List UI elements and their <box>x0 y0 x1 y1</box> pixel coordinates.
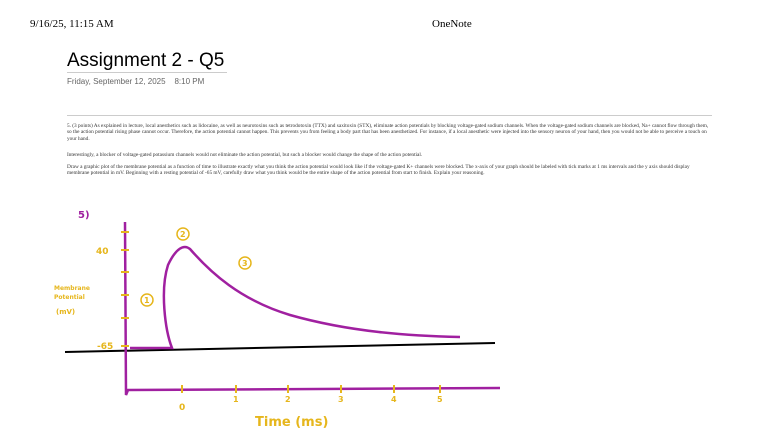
time: 8:10 PM <box>174 77 205 86</box>
paragraph: Draw a graphic plot of the membrane pote… <box>67 164 690 177</box>
tick-strokes <box>121 231 441 393</box>
paragraph: 5. (3 points) As explained in lecture, l… <box>67 123 709 142</box>
x-label: 5 <box>437 395 443 404</box>
marker-circle <box>140 293 154 307</box>
x-label: 1 <box>233 395 239 404</box>
paragraph: Interestingly, a blocker of voltage-gate… <box>67 152 423 158</box>
marker-circle <box>176 227 190 241</box>
y-title: Membrane <box>54 285 90 292</box>
y-title: Potential <box>54 294 85 301</box>
x-label: 3 <box>338 395 344 404</box>
curve-stroke <box>130 245 461 350</box>
content-rule <box>67 115 712 116</box>
x-label: 2 <box>285 395 291 404</box>
y-title: (mV) <box>56 308 75 316</box>
phase-marker: 2 <box>180 230 186 239</box>
phase-marker: 3 <box>242 259 248 268</box>
axes-stroke <box>123 221 501 396</box>
title-rule <box>67 72 227 73</box>
app-name: OneNote <box>432 18 472 30</box>
question-label: 5) <box>78 210 90 221</box>
y-label: 40 <box>96 247 109 257</box>
x-title: Time (ms) <box>255 415 328 430</box>
marker-circle <box>238 256 252 270</box>
timestamp: 9/16/25, 11:15 AM <box>30 18 114 30</box>
phase-marker: 1 <box>144 296 150 305</box>
y-label: -65 <box>97 342 113 352</box>
date: Friday, September 12, 2025 <box>67 77 166 86</box>
x-label: 4 <box>391 395 397 404</box>
x-label: 0 <box>179 403 185 413</box>
page-title: Assignment 2 - Q5 <box>67 50 225 71</box>
baseline-stroke <box>64 342 496 353</box>
page-date: Friday, September 12, 2025 8:10 PM <box>67 77 204 86</box>
